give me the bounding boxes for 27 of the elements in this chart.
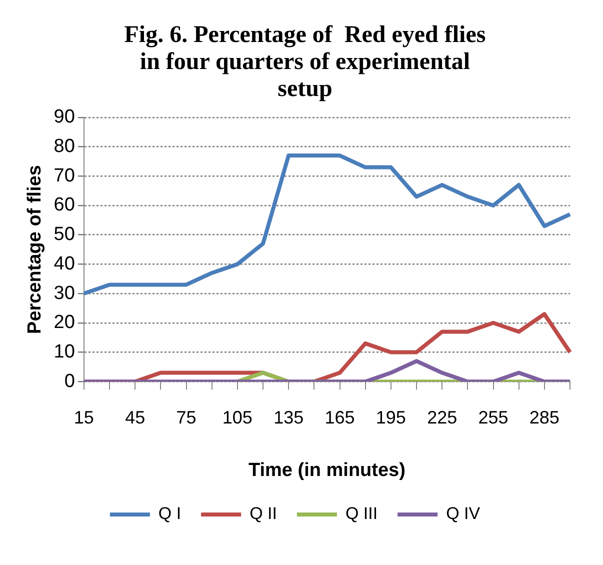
y-tick-label: 10 xyxy=(54,341,75,362)
x-tick-label: 255 xyxy=(478,407,508,428)
y-tick-label: 70 xyxy=(54,165,75,186)
x-tick-label: 165 xyxy=(324,407,355,428)
y-tick-label: 30 xyxy=(54,282,75,304)
x-tick-label: 195 xyxy=(376,407,406,428)
y-tick-label: 50 xyxy=(54,224,75,246)
x-tick-label: 75 xyxy=(176,407,196,428)
y-tick-label: 80 xyxy=(54,136,75,157)
legend-label: Q I xyxy=(158,504,182,524)
y-tick-label: 0 xyxy=(64,370,75,392)
x-tick-label: 105 xyxy=(222,407,252,428)
y-tick-label: 90 xyxy=(54,106,75,128)
y-tick-label: 40 xyxy=(54,253,75,274)
x-tick-label: 135 xyxy=(274,407,304,428)
y-tick-label: 60 xyxy=(54,194,75,216)
legend-label: Q II xyxy=(250,504,277,524)
chart-title: Fig. 6. Percentage of Red eyed flies in four quarters of experimental setup xyxy=(123,22,487,103)
x-tick-label: 45 xyxy=(125,407,146,428)
x-tick-label: 225 xyxy=(427,407,458,428)
legend-label: Q III xyxy=(345,504,378,524)
legend-label: Q IV xyxy=(446,504,481,524)
y-tick-label: 20 xyxy=(54,312,75,334)
x-tick-label: 285 xyxy=(529,407,560,428)
y-axis-title: Percentage of flies xyxy=(24,165,46,334)
x-tick-label: 15 xyxy=(74,407,94,428)
x-axis-title: Time (in minutes) xyxy=(248,460,406,481)
